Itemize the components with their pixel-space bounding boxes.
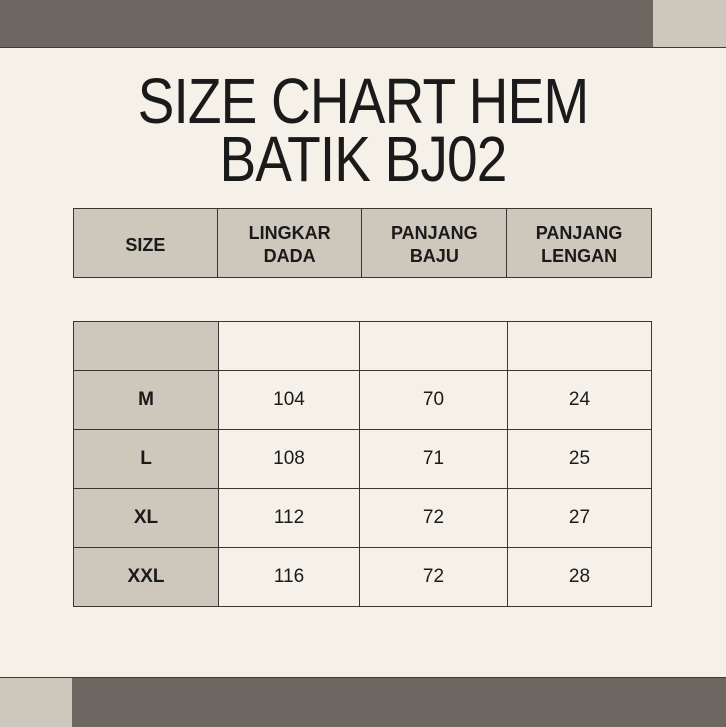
cell-size: L: [73, 429, 219, 489]
bottom-banner-bar: [72, 677, 726, 727]
page-title: SIZE CHART HEM BATIK BJ02: [0, 65, 726, 195]
size-chart-header: SIZE LINGKAR DADA PANJANG BAJU PANJANG LENG…: [73, 208, 652, 278]
top-banner-bar: [0, 0, 653, 48]
header-size: SIZE: [73, 208, 218, 278]
cell-size: XL: [73, 488, 219, 548]
cell-panjang-lengan: 28: [507, 547, 652, 607]
bottom-accent-block: [0, 677, 72, 727]
cell-panjang-baju: 70: [359, 370, 508, 430]
table-row: L 108 71 25: [73, 429, 652, 489]
cell-lingkar-dada: 112: [218, 488, 360, 548]
cell-lingkar-dada: 116: [218, 547, 360, 607]
table-row: XXL 116 72 28: [73, 547, 652, 607]
cell-panjang-lengan: 27: [507, 488, 652, 548]
table-row: M 104 70 24: [73, 370, 652, 430]
cell-panjang-baju: 72: [359, 547, 508, 607]
cell-size: M: [73, 370, 219, 430]
title-line-2: BATIK BJ02: [219, 123, 507, 195]
header-panjang-lengan: PANJANG LENGAN: [506, 208, 652, 278]
table-row-blank: [73, 321, 652, 371]
cell-panjang-lengan: 24: [507, 370, 652, 430]
cell-lingkar-dada: 108: [218, 429, 360, 489]
size-chart-table: M 104 70 24 L 108 71 25 XL 112 72 27 XXL…: [73, 321, 652, 607]
title-line-1: SIZE CHART HEM: [137, 65, 590, 137]
cell-panjang-lengan: 25: [507, 429, 652, 489]
top-accent-block: [653, 0, 726, 48]
table-row: XL 112 72 27: [73, 488, 652, 548]
cell-panjang-baju: 72: [359, 488, 508, 548]
cell-lingkar-dada: 104: [218, 370, 360, 430]
header-panjang-baju: PANJANG BAJU: [361, 208, 508, 278]
cell-panjang-baju: 71: [359, 429, 508, 489]
cell-size: XXL: [73, 547, 219, 607]
header-lingkar-dada: LINGKAR DADA: [216, 208, 363, 278]
